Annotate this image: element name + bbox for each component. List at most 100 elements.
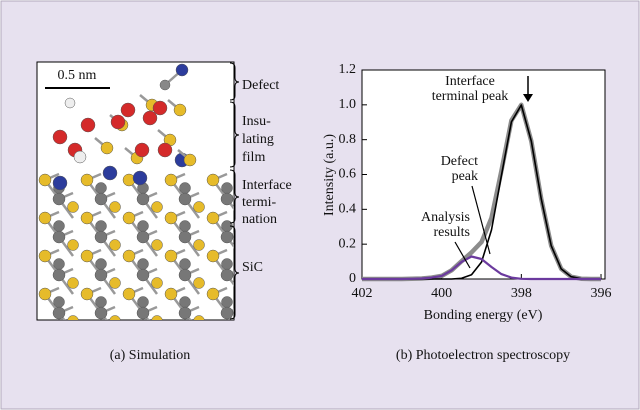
atom (137, 231, 149, 243)
atom (165, 250, 177, 262)
atom (221, 193, 233, 205)
atom (53, 269, 65, 281)
atom (96, 183, 107, 194)
atom (180, 297, 191, 308)
y-axis-label: Intensity (a.u.) (322, 134, 337, 216)
x-tick-label: 396 (591, 286, 612, 301)
atom (138, 297, 149, 308)
atom (39, 288, 51, 300)
atom (194, 202, 205, 213)
y-tick-label: 0.4 (339, 202, 357, 217)
annotation: Defect (441, 154, 478, 169)
atom (207, 288, 219, 300)
atom (81, 118, 95, 132)
atom (103, 166, 117, 180)
atom (111, 115, 125, 129)
atom (53, 193, 65, 205)
atom (65, 98, 75, 108)
atom (152, 202, 163, 213)
annotation: results (433, 225, 470, 240)
atom (158, 143, 172, 157)
y-tick-label: 1.2 (339, 62, 357, 77)
atom (110, 278, 121, 289)
y-tick-label: 1.0 (339, 97, 357, 112)
atom (135, 143, 149, 157)
atom (81, 174, 93, 186)
atom (54, 259, 65, 270)
atom (221, 269, 233, 281)
atom (96, 221, 107, 232)
atom (179, 269, 191, 281)
atom (81, 250, 93, 262)
atom (138, 221, 149, 232)
atom (180, 183, 191, 194)
atom (68, 278, 79, 289)
atom (222, 183, 233, 194)
atom (110, 202, 121, 213)
atom (39, 250, 51, 262)
atom (54, 221, 65, 232)
atom (184, 154, 196, 166)
atom (96, 297, 107, 308)
region-label: film (242, 150, 265, 165)
atom (179, 193, 191, 205)
atom (101, 142, 113, 154)
annotation: Analysis (421, 210, 470, 225)
atom (110, 240, 121, 251)
atom (207, 174, 219, 186)
atom (138, 259, 149, 270)
atom (53, 307, 65, 319)
region-label: SiC (242, 260, 263, 275)
atom (165, 212, 177, 224)
region-label: nation (242, 212, 277, 227)
atom (165, 174, 177, 186)
atom (39, 212, 51, 224)
atom (74, 151, 86, 163)
annotation: peak (452, 169, 478, 184)
atom (137, 193, 149, 205)
caption: (a) Simulation (110, 348, 191, 363)
x-tick-label: 398 (511, 286, 532, 301)
figure: 0.5 nm (a) Simulation (b) Photoelectron … (0, 0, 640, 410)
atom (96, 259, 107, 270)
atom (222, 259, 233, 270)
x-tick-label: 402 (352, 286, 373, 301)
annotation: terminal peak (432, 89, 509, 104)
region-label: Interface (242, 178, 292, 193)
atom (137, 307, 149, 319)
x-axis-label: Bonding energy (eV) (424, 308, 543, 323)
atom (53, 231, 65, 243)
atom (180, 259, 191, 270)
atom (123, 250, 135, 262)
region-label: termi- (242, 195, 277, 210)
x-tick-label: 400 (431, 286, 452, 301)
atom (176, 64, 188, 76)
atom (194, 278, 205, 289)
atom (152, 240, 163, 251)
atom (39, 174, 51, 186)
region-label: Insu- (242, 114, 271, 129)
atom (81, 288, 93, 300)
scale-label: 0.5 nm (58, 68, 97, 83)
atom (123, 212, 135, 224)
atom (68, 240, 79, 251)
atom (153, 101, 167, 115)
atom (95, 193, 107, 205)
annotation: Interface (445, 74, 495, 89)
y-tick-label: 0.6 (339, 167, 357, 182)
atom (95, 307, 107, 319)
atom (53, 176, 67, 190)
atom (123, 288, 135, 300)
atom (95, 269, 107, 281)
atom (81, 212, 93, 224)
atom (207, 250, 219, 262)
atom (160, 80, 170, 90)
y-tick-label: 0.2 (339, 236, 357, 251)
atom (207, 212, 219, 224)
atom (222, 297, 233, 308)
atom (180, 221, 191, 232)
region-label: lating (242, 132, 274, 147)
atom (121, 103, 135, 117)
atom (221, 307, 233, 319)
atom (194, 240, 205, 251)
